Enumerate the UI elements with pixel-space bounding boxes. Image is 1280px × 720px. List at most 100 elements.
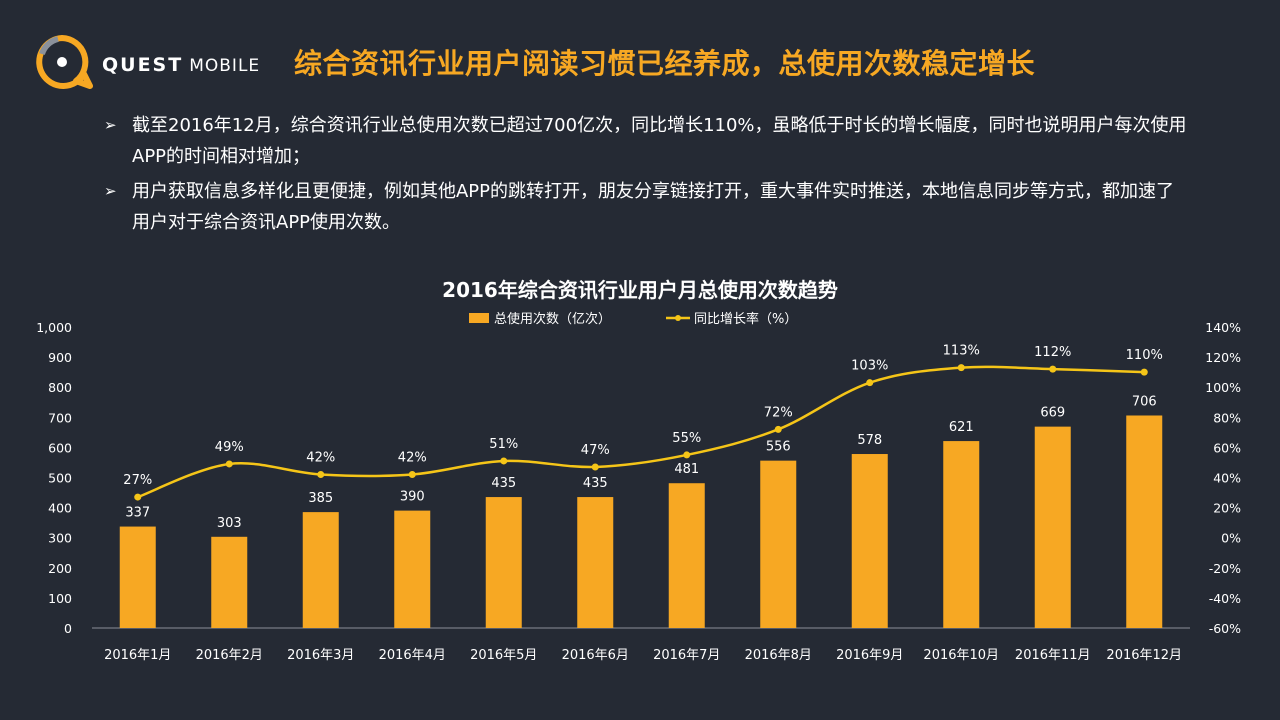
x-axis-tick-label: 2016年12月 — [1106, 648, 1182, 663]
growth-rate-label: 72% — [764, 405, 793, 420]
legend-bar-label: 总使用次数（亿次） — [494, 311, 611, 327]
bar-value-label: 435 — [583, 476, 608, 491]
growth-rate-point — [408, 470, 416, 478]
logo-text: QUEST MOBILE — [102, 54, 260, 76]
growth-rate-point — [866, 379, 874, 387]
growth-rate-label: 47% — [581, 443, 610, 458]
growth-rate-label: 112% — [1034, 345, 1071, 360]
growth-rate-label: 113% — [943, 344, 980, 359]
x-axis-tick-label: 2016年5月 — [470, 648, 537, 663]
bar — [760, 460, 797, 628]
bullet-arrow-icon: ➢ — [104, 182, 117, 200]
bar-value-label: 481 — [674, 462, 699, 477]
growth-rate-label: 42% — [306, 450, 335, 465]
left-axis-tick-label: 900 — [48, 350, 72, 365]
growth-rate-point — [1140, 368, 1148, 376]
bar — [1126, 415, 1163, 628]
bar-value-label: 337 — [125, 506, 150, 521]
left-axis-tick-label: 700 — [48, 410, 72, 425]
bullet-text: 用户获取信息多样化且更便捷，例如其他APP的跳转打开，朋友分享链接打开，重大事件… — [132, 181, 1175, 233]
growth-rate-point — [774, 425, 782, 433]
logo-text-light: MOBILE — [189, 56, 261, 76]
bullet-list: ➢ 截至2016年12月，综合资讯行业总使用次数已超过700亿次，同比增长110… — [102, 110, 1192, 242]
x-axis-tick-label: 2016年6月 — [562, 648, 629, 663]
growth-rate-point — [1049, 365, 1057, 373]
right-axis-tick-label: 80% — [1213, 410, 1241, 425]
bar — [119, 526, 156, 628]
bullet-arrow-icon: ➢ — [104, 116, 117, 134]
x-axis-tick-label: 2016年3月 — [287, 648, 354, 663]
growth-rate-point — [225, 460, 233, 468]
bar — [485, 497, 522, 628]
right-axis-tick-label: 100% — [1205, 380, 1241, 395]
x-axis-tick-label: 2016年1月 — [104, 648, 171, 663]
left-axis-tick-label: 500 — [48, 471, 72, 486]
bar-value-label: 621 — [949, 420, 974, 435]
right-axis-tick-label: -60% — [1209, 621, 1241, 636]
bar — [1034, 426, 1071, 628]
right-axis-tick-label: 140% — [1205, 320, 1241, 335]
bar — [211, 536, 248, 628]
growth-rate-label: 103% — [851, 359, 888, 374]
bar — [394, 510, 431, 628]
growth-rate-label: 42% — [398, 450, 427, 465]
bar-value-label: 390 — [400, 490, 425, 505]
legend-line-marker — [675, 315, 681, 321]
right-axis-tick-label: 120% — [1205, 350, 1241, 365]
x-axis-tick-label: 2016年7月 — [653, 648, 720, 663]
x-axis-tick-label: 2016年11月 — [1015, 648, 1091, 663]
right-axis-tick-label: 20% — [1213, 501, 1241, 516]
bullet-text: 截至2016年12月，综合资讯行业总使用次数已超过700亿次，同比增长110%，… — [132, 115, 1187, 167]
left-axis-tick-label: 200 — [48, 561, 72, 576]
growth-rate-label: 55% — [672, 431, 701, 446]
x-axis-tick-label: 2016年4月 — [379, 648, 446, 663]
quest-mobile-logo: QUEST MOBILE — [30, 30, 270, 90]
logo-chat-icon — [36, 35, 93, 89]
bar — [577, 497, 614, 628]
growth-rate-label: 51% — [489, 437, 518, 452]
growth-rate-point — [500, 457, 508, 465]
bar — [943, 441, 980, 628]
left-axis-tick-label: 600 — [48, 440, 72, 455]
x-axis-tick-label: 2016年2月 — [196, 648, 263, 663]
left-axis-tick-label: 1,000 — [36, 320, 72, 335]
left-axis-tick-label: 800 — [48, 380, 72, 395]
bullet-item: ➢ 截至2016年12月，综合资讯行业总使用次数已超过700亿次，同比增长110… — [102, 110, 1192, 172]
bar-value-label: 578 — [857, 433, 882, 448]
growth-rate-point — [683, 451, 691, 459]
bar-value-label: 556 — [766, 440, 791, 455]
legend-bar-swatch — [469, 313, 489, 323]
growth-rate-line — [137, 365, 1145, 499]
bar-value-label: 385 — [308, 491, 333, 506]
x-axis-tick-label: 2016年10月 — [923, 648, 999, 663]
x-axis-tick-label: 2016年8月 — [745, 648, 812, 663]
bar — [851, 454, 888, 628]
right-axis-tick-label: 60% — [1213, 440, 1241, 455]
growth-rate-label: 49% — [215, 440, 244, 455]
logo-text-bold: QUEST — [102, 54, 184, 76]
bar-value-label: 435 — [491, 476, 516, 491]
right-axis-tick-label: 40% — [1213, 471, 1241, 486]
left-axis-tick-label: 0 — [64, 621, 72, 636]
left-axis-tick-label: 400 — [48, 501, 72, 516]
bar — [302, 512, 339, 628]
page-title: 综合资讯行业用户阅读习惯已经养成，总使用次数稳定增长 — [294, 47, 1036, 80]
right-axis-tick-label: -40% — [1209, 591, 1241, 606]
growth-rate-point — [134, 493, 142, 501]
growth-rate-point — [591, 463, 599, 471]
right-axis-tick-label: 0% — [1221, 531, 1241, 546]
left-axis-tick-label: 100 — [48, 591, 72, 606]
bar-value-label: 303 — [217, 516, 242, 531]
growth-rate-label: 110% — [1126, 348, 1163, 363]
growth-rate-point — [317, 470, 325, 478]
right-axis-tick-label: -20% — [1209, 561, 1241, 576]
bar-value-label: 669 — [1040, 406, 1065, 421]
left-axis-tick-label: 300 — [48, 531, 72, 546]
x-axis-tick-label: 2016年9月 — [836, 648, 903, 663]
bullet-item: ➢ 用户获取信息多样化且更便捷，例如其他APP的跳转打开，朋友分享链接打开，重大… — [102, 176, 1192, 238]
growth-rate-point — [957, 364, 965, 372]
legend-line-label: 同比增长率（%） — [694, 311, 797, 327]
chart-title: 2016年综合资讯行业用户月总使用次数趋势 — [442, 278, 838, 302]
bar-value-label: 706 — [1132, 394, 1157, 409]
